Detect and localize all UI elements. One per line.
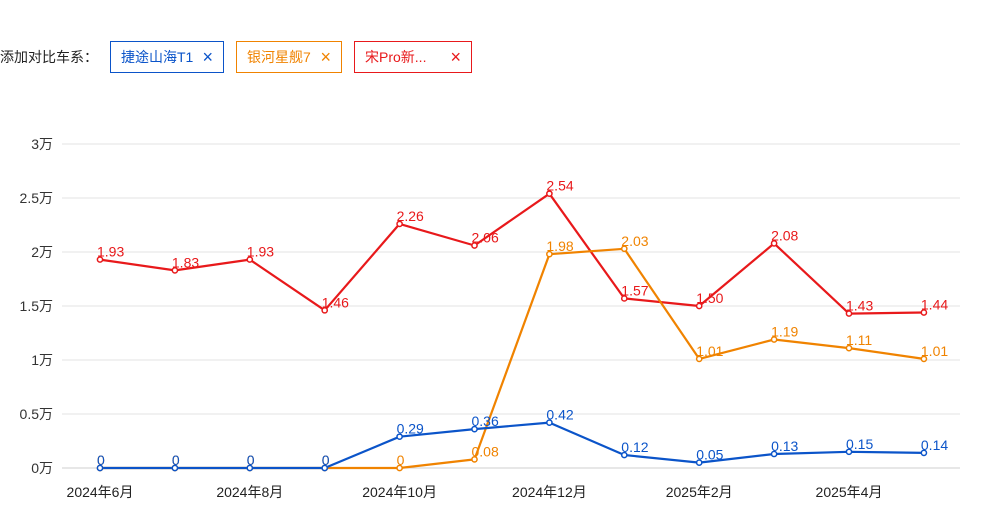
data-point (246, 464, 254, 472)
data-point (396, 433, 403, 441)
x-tick-label: 2025年4月 (816, 484, 883, 500)
y-tick-label: 1万 (31, 352, 53, 368)
data-label: 0.29 (397, 421, 424, 437)
data-point (920, 449, 928, 457)
data-label: 2.03 (621, 233, 648, 249)
data-point (770, 450, 778, 458)
y-tick-label: 3万 (31, 136, 53, 152)
data-label: 1.01 (696, 343, 723, 359)
data-label: 2.08 (771, 227, 798, 243)
data-label: 2.26 (397, 208, 424, 224)
data-label: 1.93 (97, 244, 124, 260)
data-point (246, 256, 254, 263)
data-label: 1.11 (846, 332, 872, 348)
compare-chip-label: 宋Pro新... (365, 49, 427, 65)
data-point (546, 250, 553, 258)
data-label: 0.14 (921, 437, 948, 453)
y-tick-label: 2万 (31, 244, 53, 260)
x-tick-label: 2024年12月 (512, 484, 587, 500)
close-icon[interactable]: × (202, 47, 213, 67)
data-label: 0 (247, 452, 255, 468)
data-label: 0.12 (621, 439, 648, 455)
data-label: 0.36 (472, 413, 499, 429)
x-tick-label: 2024年6月 (67, 484, 134, 500)
x-tick-label: 2025年2月 (666, 484, 733, 500)
data-label: 0.13 (771, 438, 798, 454)
data-label: 2.06 (472, 230, 499, 246)
data-label: 0 (397, 452, 405, 468)
data-point (96, 464, 104, 472)
y-tick-label: 1.5万 (20, 298, 53, 314)
y-tick-label: 0万 (31, 460, 53, 476)
data-point (695, 459, 703, 466)
compare-series-bar: 添加对比车系： 捷途山海T1 × 银河星舰7 × 宋Pro新... × (0, 40, 484, 74)
y-tick-label: 2.5万 (20, 190, 53, 206)
data-point (396, 464, 403, 472)
data-label: 1.83 (172, 254, 199, 270)
data-point (396, 220, 403, 228)
data-label: 1.98 (546, 238, 573, 254)
data-point (471, 456, 478, 463)
series-line (99, 192, 924, 315)
data-point (920, 355, 928, 363)
data-label: 1.57 (621, 282, 648, 298)
close-icon[interactable]: × (320, 47, 331, 67)
compare-chip-label: 银河星舰7 (247, 49, 311, 65)
data-label: 0 (322, 452, 330, 468)
data-label: 0.42 (546, 407, 573, 423)
data-label: 1.44 (921, 296, 948, 312)
data-point (620, 451, 628, 459)
data-label: 1.50 (696, 290, 723, 306)
data-label: 0 (247, 452, 255, 468)
data-point (845, 448, 853, 456)
data-point (171, 267, 179, 274)
data-label: 1.93 (247, 244, 274, 260)
data-point (96, 256, 104, 263)
data-point (471, 242, 478, 249)
data-point (695, 355, 703, 363)
data-point (620, 295, 628, 302)
data-label: 0.05 (696, 447, 723, 463)
data-label: 0 (97, 452, 105, 468)
sales-line-chart: 0万 0.5万 1万 1.5万 2万 2.5万 3万 2024年6月 2024年8月 2024年1… (0, 120, 1000, 527)
compare-label: 添加对比车系： (0, 49, 98, 65)
data-point (845, 344, 853, 352)
x-tick-label: 2024年10月 (362, 484, 437, 500)
data-point (770, 336, 778, 343)
series-line (100, 247, 925, 470)
data-label: 0.15 (846, 436, 873, 452)
data-point (620, 245, 628, 253)
y-tick-label: 0.5万 (20, 406, 53, 422)
compare-chip-song-pro[interactable]: 宋Pro新... × (354, 41, 472, 73)
data-label: 0 (322, 452, 330, 468)
data-label: 1.01 (921, 343, 948, 359)
data-point (171, 464, 179, 472)
data-point (321, 464, 329, 472)
data-point (770, 240, 778, 247)
data-point (546, 190, 553, 198)
data-label: 0 (172, 452, 180, 468)
data-label: 0.08 (472, 443, 499, 459)
chart-svg: 0万 0.5万 1万 1.5万 2万 2.5万 3万 2024年6月 2024年8月 2024年1… (20, 136, 960, 500)
data-label: 1.43 (846, 298, 873, 314)
data-label: 1.46 (322, 294, 349, 310)
data-label: 2.54 (546, 178, 573, 194)
close-icon[interactable]: × (450, 47, 461, 67)
x-tick-label: 2024年8月 (216, 484, 283, 500)
data-label: 0 (172, 452, 180, 468)
data-point (546, 419, 553, 426)
data-label: 0 (97, 452, 105, 468)
series-line (100, 421, 924, 470)
data-label: 1.19 (771, 323, 798, 339)
compare-chip-label: 捷途山海T1 (121, 49, 194, 65)
compare-chip-galaxy-starship-7[interactable]: 银河星舰7 × (236, 41, 342, 73)
data-point (920, 309, 928, 316)
compare-chip-jetour-t1[interactable]: 捷途山海T1 × (110, 41, 224, 73)
data-point (321, 306, 329, 314)
data-point (471, 425, 478, 433)
data-point (845, 310, 853, 317)
data-point (695, 302, 703, 310)
